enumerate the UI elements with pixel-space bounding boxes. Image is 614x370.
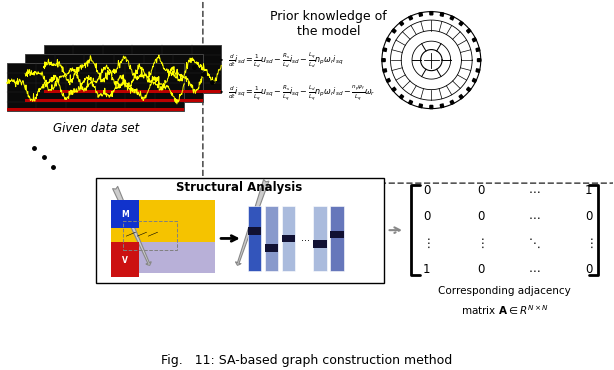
Text: $\cdots$: $\cdots$ — [529, 211, 541, 223]
Polygon shape — [419, 104, 422, 108]
Bar — [25, 54, 203, 102]
Polygon shape — [430, 105, 433, 109]
Polygon shape — [386, 78, 391, 83]
Text: Given data set: Given data set — [53, 122, 139, 135]
Polygon shape — [450, 16, 454, 20]
Bar — [247, 206, 261, 271]
Polygon shape — [459, 95, 464, 99]
Polygon shape — [476, 69, 480, 72]
Polygon shape — [459, 21, 464, 26]
Polygon shape — [399, 21, 403, 26]
Text: matrix $\mathbf{A} \in R^{N \times N}$: matrix $\mathbf{A} \in R^{N \times N}$ — [460, 303, 548, 317]
Bar — [44, 90, 221, 93]
Polygon shape — [419, 13, 422, 16]
Bar — [265, 244, 278, 252]
Bar — [44, 45, 221, 93]
Bar — [111, 242, 139, 277]
Polygon shape — [386, 38, 391, 42]
Text: M: M — [121, 209, 128, 219]
Text: 1: 1 — [422, 263, 430, 276]
Text: 0: 0 — [477, 184, 484, 197]
Text: the model: the model — [297, 25, 360, 38]
Text: Prior knowledge of: Prior knowledge of — [270, 10, 387, 23]
Text: $\vdots$: $\vdots$ — [585, 237, 593, 250]
Bar — [313, 240, 327, 248]
Text: 0: 0 — [477, 263, 484, 276]
Bar — [96, 178, 384, 283]
Text: $\cdots$: $\cdots$ — [529, 184, 541, 197]
Text: ...: ... — [301, 233, 310, 243]
Text: 0: 0 — [585, 263, 593, 276]
Polygon shape — [382, 59, 385, 61]
Text: Structural Analysis: Structural Analysis — [176, 181, 303, 194]
Text: $\cdots$: $\cdots$ — [529, 263, 541, 276]
Text: Fig.   11: SA-based graph construction method: Fig. 11: SA-based graph construction met… — [161, 354, 453, 367]
Polygon shape — [440, 13, 444, 16]
Text: 0: 0 — [423, 211, 430, 223]
Polygon shape — [399, 95, 403, 99]
Bar — [111, 200, 139, 228]
Polygon shape — [383, 48, 387, 51]
Polygon shape — [440, 104, 444, 108]
Bar — [282, 206, 295, 271]
Text: $\vdots$: $\vdots$ — [422, 237, 430, 250]
Polygon shape — [467, 29, 471, 33]
Bar — [265, 206, 278, 271]
Polygon shape — [450, 100, 454, 104]
Text: Corresponding adjacency: Corresponding adjacency — [438, 286, 571, 296]
Text: $\bullet\ \ \frac{d}{dt}i_{sq} = \frac{1}{L_q}u_{sq} - \frac{R_s}{L_q}i_{sq} - \: $\bullet\ \ \frac{d}{dt}i_{sq} = \frac{1… — [218, 84, 376, 103]
Bar — [7, 63, 184, 111]
Bar — [139, 200, 215, 242]
Polygon shape — [476, 48, 480, 51]
Bar — [7, 108, 184, 111]
Text: $\vdots$: $\vdots$ — [476, 237, 485, 250]
Bar — [282, 235, 295, 242]
Polygon shape — [472, 78, 476, 83]
Text: $\ddots$: $\ddots$ — [529, 237, 541, 250]
Bar — [139, 242, 215, 273]
Bar — [330, 206, 344, 271]
Bar — [247, 227, 261, 235]
Text: 1: 1 — [585, 184, 593, 197]
Text: V: V — [122, 256, 128, 265]
Polygon shape — [408, 16, 413, 20]
Bar — [123, 221, 177, 250]
Polygon shape — [408, 100, 413, 104]
Bar — [25, 99, 203, 102]
Text: 0: 0 — [585, 211, 593, 223]
Polygon shape — [467, 87, 471, 91]
Bar — [330, 231, 344, 238]
Polygon shape — [430, 11, 433, 15]
Polygon shape — [392, 29, 396, 33]
Polygon shape — [392, 87, 396, 91]
Polygon shape — [383, 69, 387, 72]
Polygon shape — [478, 59, 481, 61]
FancyBboxPatch shape — [203, 0, 614, 183]
Bar — [313, 206, 327, 271]
Text: 0: 0 — [423, 184, 430, 197]
Text: $\bullet\ \ \frac{d}{dt}i_{sd} = \frac{1}{L_d}u_{sd} - \frac{R_s}{L_d}i_{sd} - \: $\bullet\ \ \frac{d}{dt}i_{sd} = \frac{1… — [218, 50, 344, 70]
Polygon shape — [472, 38, 476, 42]
Text: 0: 0 — [477, 211, 484, 223]
Bar — [111, 228, 139, 242]
